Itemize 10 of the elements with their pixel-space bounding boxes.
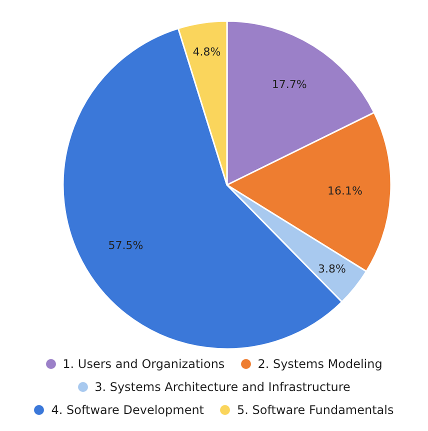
- data-label: 57.5%: [108, 239, 144, 252]
- data-label: 4.8%: [192, 46, 221, 59]
- data-label: 17.7%: [272, 78, 307, 92]
- data-label: 3.8%: [318, 262, 346, 276]
- legend-label: 2. Systems Modeling: [258, 356, 382, 373]
- legend-label: 3. Systems Architecture and Infrastructure: [94, 379, 350, 396]
- legend-label: 5. Software Fundamentals: [237, 402, 394, 419]
- legend-label: 1. Users and Organizations: [62, 356, 225, 373]
- data-label: 16.1%: [327, 184, 362, 198]
- legend-label: 4. Software Development: [51, 402, 204, 419]
